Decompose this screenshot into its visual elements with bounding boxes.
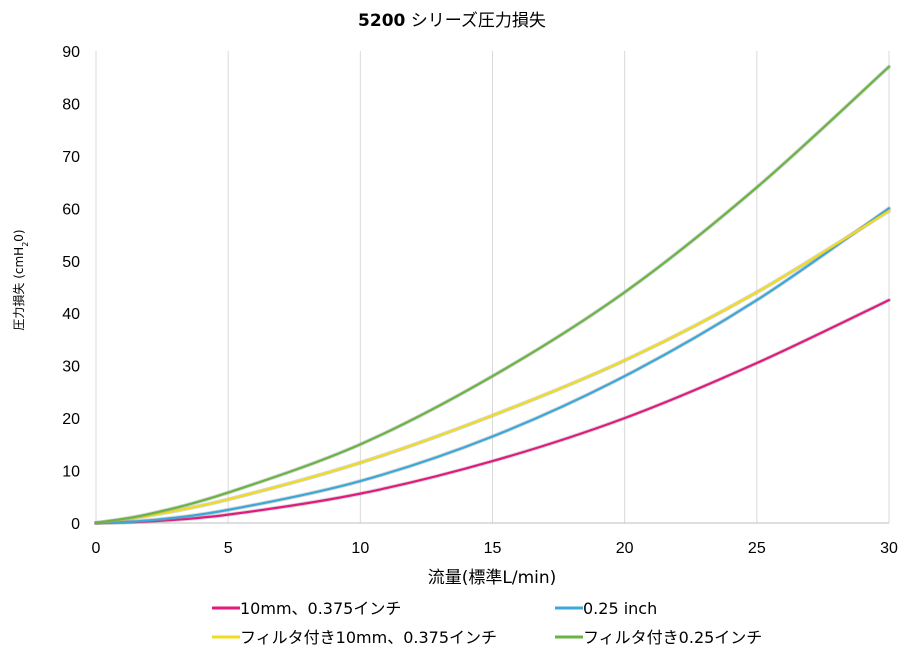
y-tick-label: 30: [62, 359, 80, 376]
y-tick-label: 10: [62, 464, 80, 481]
chart-title: 5200 シリーズ圧力損失: [358, 11, 546, 31]
y-tick-label: 90: [62, 44, 80, 61]
x-tick-label: 15: [484, 540, 502, 557]
y-tick-label: 0: [71, 516, 80, 533]
grid: [95, 51, 890, 524]
y-axis-label: 圧力損失 (cmH20): [11, 229, 30, 330]
series-line: [94, 209, 891, 525]
tick-labels: 0 10 20 30 40 50 60 70 80 90 0 5 10 15 20 25 30: [62, 44, 898, 557]
series-line: [94, 65, 891, 525]
x-tick-label: 25: [748, 540, 766, 557]
x-tick-label: 0: [92, 540, 101, 557]
x-tick-label: 10: [351, 540, 369, 557]
series-layer: [94, 64, 891, 525]
y-tick-label: 40: [62, 306, 80, 323]
series-line: [94, 207, 891, 525]
y-tick-label: 60: [62, 201, 80, 218]
x-tick-label: 20: [616, 540, 634, 557]
y-tick-label: 80: [62, 96, 80, 113]
legend-label: フィルタ付き0.25インチ: [583, 628, 762, 647]
series-line: [94, 299, 891, 525]
x-tick-label: 30: [880, 540, 898, 557]
legend-label: 10mm、0.375インチ: [240, 599, 401, 618]
x-tick-label: 5: [224, 540, 233, 557]
y-tick-label: 20: [62, 411, 80, 428]
x-axis-label: 流量(標準L/min): [428, 568, 557, 588]
legend-label: フィルタ付き10mm、0.375インチ: [240, 628, 497, 647]
legend-label: 0.25 inch: [583, 599, 657, 618]
legend: 10mm、0.375インチ 0.25 inch フィルタ付き10mm、0.375イン…: [212, 599, 762, 647]
y-tick-label: 50: [62, 254, 80, 271]
y-tick-label: 70: [62, 149, 80, 166]
